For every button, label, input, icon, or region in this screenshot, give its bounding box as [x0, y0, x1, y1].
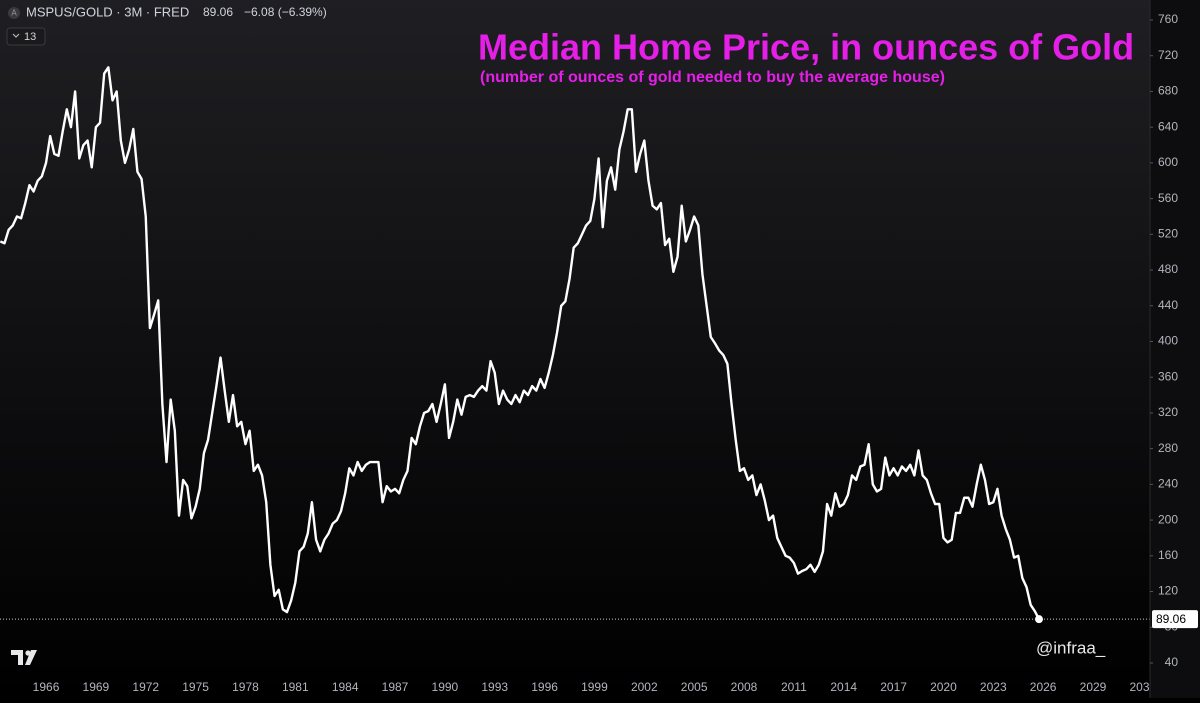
change: −6.08 (−6.39%)	[244, 5, 327, 19]
tv-logo	[11, 650, 37, 665]
y-tick-label: 720	[1158, 48, 1178, 62]
x-tick-label: 1981	[282, 680, 309, 694]
x-tick-label: 2017	[880, 680, 907, 694]
x-tick-label: 1993	[481, 680, 508, 694]
y-tick-label: 240	[1158, 477, 1178, 491]
y-tick-label: 760	[1158, 12, 1178, 26]
y-tick-label: 440	[1158, 298, 1178, 312]
y-tick-label: 280	[1158, 441, 1178, 455]
chart-subtitle: (number of ounces of gold needed to buy …	[480, 69, 945, 86]
x-tick-label: 2029	[1080, 680, 1107, 694]
watermark: @infraa_	[1036, 638, 1106, 657]
x-tick-label: 2023	[980, 680, 1007, 694]
x-tick-label: 1984	[332, 680, 359, 694]
plot-area	[0, 66, 1150, 624]
x-tick-label: 2014	[830, 680, 857, 694]
last-point	[1034, 615, 1043, 624]
x-tick-label: 1987	[382, 680, 409, 694]
x-tick-label: 2005	[681, 680, 708, 694]
x-tick-label: 1990	[432, 680, 459, 694]
x-tick-label: 2002	[631, 680, 658, 694]
x-axis: 1966 1969 1972 1975 1978 1981 1984 1987 1990 1993…	[33, 680, 1157, 694]
y-tick-label: 360	[1158, 369, 1178, 383]
x-tick-label: 1999	[581, 680, 608, 694]
x-tick-label: 2026	[1030, 680, 1057, 694]
indicator-badge: 13	[24, 31, 36, 43]
y-tick-label: 680	[1158, 84, 1178, 98]
y-axis: 4080120160200240280320360400440480520560…	[1150, 12, 1198, 669]
y-tick-label: 480	[1158, 262, 1178, 276]
symbol: MSPUS/GOLD · 3M · FRED	[26, 4, 189, 19]
x-tick-label: 1996	[531, 680, 558, 694]
x-tick-label: 1972	[132, 680, 159, 694]
y-tick-label: 200	[1158, 512, 1178, 526]
last-value-label: 89.06	[1156, 612, 1186, 626]
last-value-box	[1152, 610, 1198, 629]
y-tick-label: 320	[1158, 405, 1178, 419]
y-tick-label: 120	[1158, 584, 1178, 598]
chart-title: Median Home Price, in ounces of Gold	[478, 27, 1134, 68]
y-tick-label: 600	[1158, 155, 1178, 169]
y-tick-label: 520	[1158, 226, 1178, 240]
price-scale	[1150, 0, 1200, 698]
x-tick-label: 1978	[232, 680, 259, 694]
y-tick-label: 640	[1158, 119, 1178, 133]
x-tick-label: 1966	[33, 680, 60, 694]
source-icon	[8, 7, 20, 19]
x-tick-label: 2011	[781, 680, 807, 694]
source-icon-letter: A	[11, 9, 17, 18]
last-value: 89.06	[203, 5, 233, 19]
series-line	[0, 66, 1041, 620]
y-tick-label: 560	[1158, 191, 1178, 205]
x-tick-label: 2020	[930, 680, 957, 694]
x-tick-label: 1969	[83, 680, 110, 694]
y-tick-label: 40	[1165, 655, 1179, 669]
indicator-badge-box[interactable]	[6, 27, 46, 46]
y-tick-label: 400	[1158, 334, 1178, 348]
chevron-icon	[12, 33, 20, 38]
x-tick-label: 1975	[182, 680, 209, 694]
x-tick-label: 2008	[731, 680, 758, 694]
y-tick-label: 160	[1158, 548, 1178, 562]
